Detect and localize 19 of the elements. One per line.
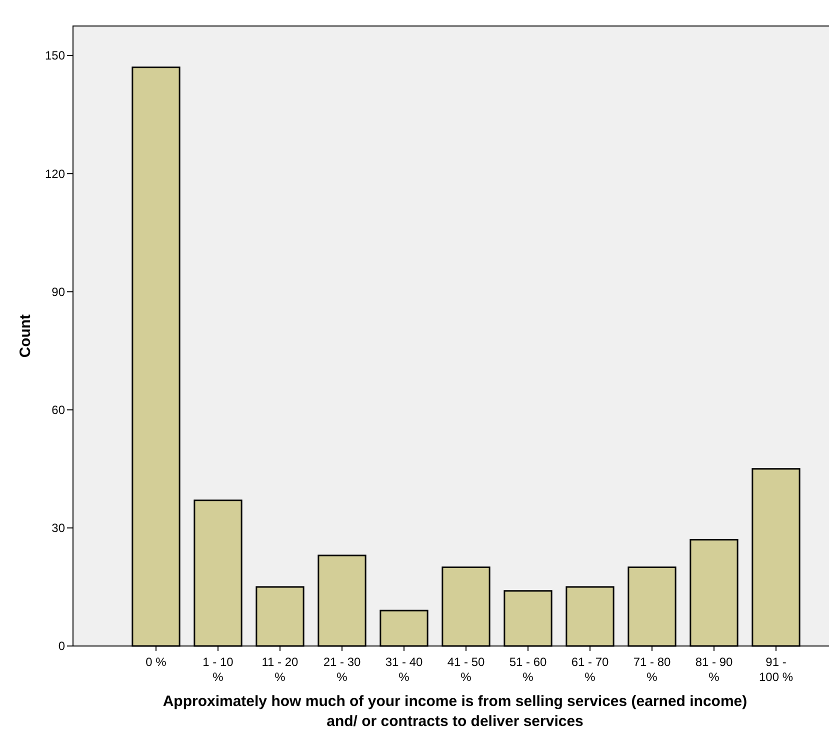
x-tick-label: 1 - 10 % [202,655,234,684]
x-axis-title: Approximately how much of your income is from selling services (earned income) and/ or contracts to deliver services [162,693,748,730]
x-tick-label: 61 - 70 % [571,655,610,684]
x-tick-label: 81 - 90 % [695,655,734,684]
y-tick-label: 120 [44,166,66,181]
x-tick-label: 91 - 100 % [758,655,794,684]
y-tick-label: 90 [52,284,66,299]
y-tick-label: 150 [44,48,66,63]
y-axis-title: Count [17,314,34,358]
x-tick-label: 41 - 50 % [447,655,486,684]
x-tick-label: 71 - 80 % [633,655,672,684]
y-tick-label: 60 [52,403,66,418]
x-tick-label: 0 % [146,655,167,669]
y-tick-label: 30 [52,521,66,536]
y-tick-label: 0 [58,639,66,654]
x-tick-label: 51 - 60 % [509,655,548,684]
x-tick-label: 21 - 30 % [323,655,362,684]
x-tick-label: 11 - 20 % [262,655,299,684]
x-tick-label: 31 - 40 % [385,655,424,684]
